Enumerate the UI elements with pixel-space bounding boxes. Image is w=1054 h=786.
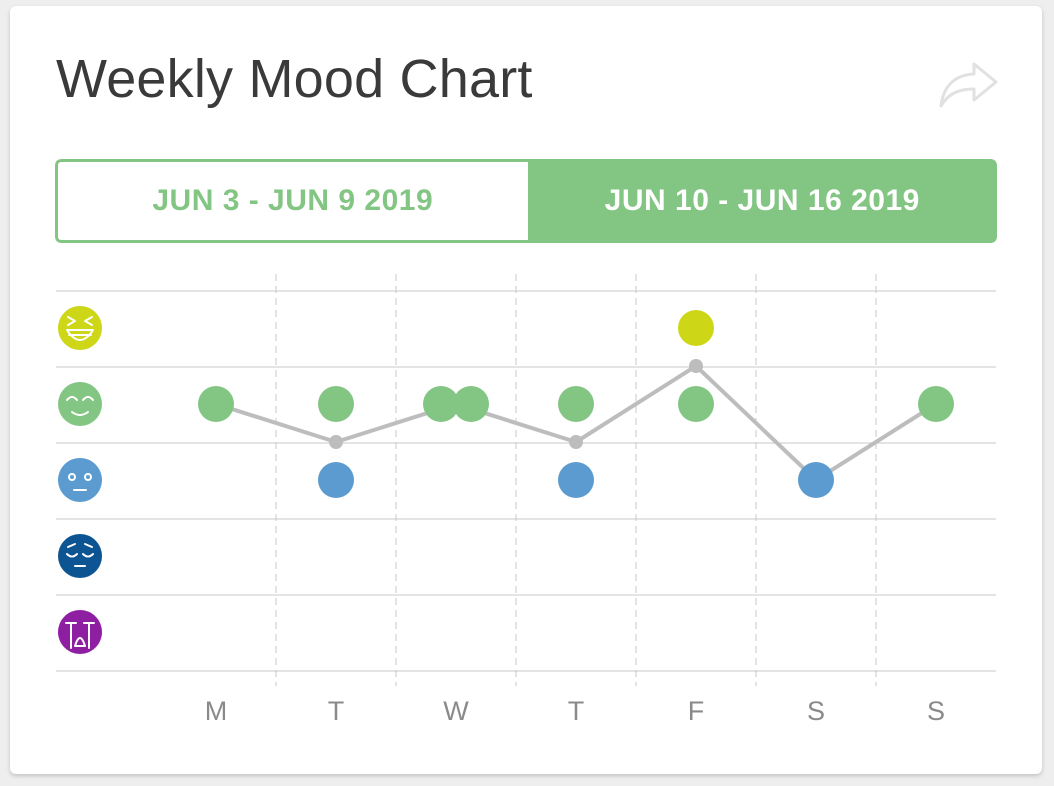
mood-icon-face	[58, 534, 102, 578]
neutral-face-icon	[58, 458, 102, 502]
week-tabs: JUN 3 - JUN 9 2019 JUN 10 - JUN 16 2019	[55, 159, 997, 243]
mood-chart-card: Weekly Mood Chart JUN 3 - JUN 9 2019 JUN…	[10, 6, 1042, 774]
mood-point	[198, 386, 234, 422]
mood-icon-eye	[68, 473, 76, 481]
crying-face-icon	[58, 610, 102, 654]
mood-icon-stroke	[67, 316, 76, 326]
content-face-icon	[58, 382, 102, 426]
mood-point	[318, 386, 354, 422]
mood-icon-stroke	[74, 637, 86, 647]
mood-point	[423, 386, 459, 422]
mood-point	[453, 386, 489, 422]
mood-icon-stroke	[66, 329, 94, 341]
mood-point	[558, 386, 594, 422]
grid-horizontal	[56, 290, 996, 672]
x-tick-label: F	[688, 696, 705, 726]
mood-icon-stroke	[71, 411, 89, 416]
x-tick-label: M	[205, 696, 228, 726]
share-arrow-icon[interactable]	[938, 58, 1000, 110]
mood-icon-face	[58, 610, 102, 654]
mood-icon-face	[58, 306, 102, 350]
x-tick-label: S	[927, 696, 945, 726]
mood-axis	[58, 306, 102, 654]
mood-icon-stroke	[84, 316, 93, 326]
x-tick-label: T	[328, 696, 345, 726]
mood-icon-eye	[84, 473, 92, 481]
mood-point	[918, 386, 954, 422]
average-point	[329, 435, 343, 449]
tab-current-week[interactable]: JUN 10 - JUN 16 2019	[527, 159, 997, 243]
mood-icon-stroke	[82, 396, 94, 401]
average-point	[569, 435, 583, 449]
card-title: Weekly Mood Chart	[56, 49, 533, 109]
grid-vertical	[275, 274, 877, 686]
mood-icon-face	[58, 458, 102, 502]
mood-points	[198, 310, 954, 498]
laughing-face-icon	[58, 306, 102, 350]
mood-icon-face	[58, 382, 102, 426]
average-point	[689, 359, 703, 373]
mood-icon-stroke	[66, 396, 78, 401]
x-tick-label: W	[443, 696, 469, 726]
x-tick-label: S	[807, 696, 825, 726]
mood-point	[678, 386, 714, 422]
tab-previous-week[interactable]: JUN 3 - JUN 9 2019	[55, 159, 528, 243]
mood-point	[678, 310, 714, 346]
mood-icon-stroke	[67, 543, 76, 548]
mood-icon-stroke	[84, 543, 93, 548]
x-tick-label: T	[568, 696, 585, 726]
mood-point	[318, 462, 354, 498]
mood-icon-stroke	[82, 553, 94, 558]
sad-face-icon	[58, 534, 102, 578]
mood-point	[798, 462, 834, 498]
mood-icon-stroke	[66, 553, 78, 558]
mood-point	[558, 462, 594, 498]
